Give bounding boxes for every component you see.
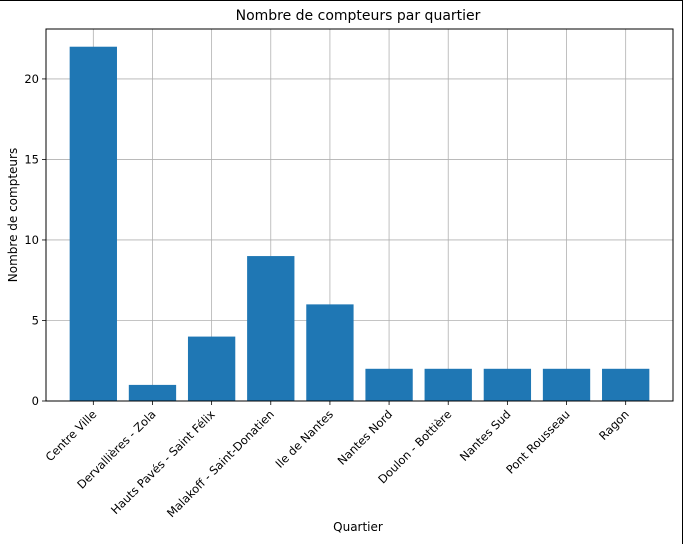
x-axis-label: Quartier — [333, 520, 383, 534]
y-tick-label: 15 — [24, 152, 39, 166]
bar — [365, 368, 413, 401]
y-axis-label: Nombre de compteurs — [6, 148, 20, 282]
grid-lines — [46, 29, 673, 402]
bar — [128, 384, 177, 401]
x-tick-label: Pont Rousseau — [503, 407, 572, 476]
y-tick-label: 5 — [32, 313, 39, 327]
x-tick-label: Centre Ville — [43, 407, 100, 464]
bar — [483, 368, 532, 401]
bar — [69, 46, 117, 401]
bar — [187, 336, 236, 401]
bar — [424, 368, 472, 401]
chart-title: Nombre de compteurs par quartier — [236, 8, 481, 24]
bar — [602, 368, 650, 401]
y-axis-ticks: 0 5 10 15 20 — [24, 72, 46, 408]
y-tick-label: 20 — [24, 72, 39, 86]
x-tick-label: Nantes Nord — [335, 407, 396, 468]
x-tick-label: Nantes Sud — [457, 407, 514, 464]
plot-area — [45, 28, 674, 402]
bars — [69, 46, 650, 401]
bar — [306, 304, 354, 401]
bar — [247, 256, 295, 401]
x-tick-label: Ragon — [596, 407, 632, 443]
y-tick-label: 10 — [24, 233, 39, 247]
x-tick-label: Malakoff - Saint-Donatien — [164, 407, 277, 520]
bar — [542, 368, 591, 401]
y-tick-label: 0 — [32, 394, 39, 408]
x-tick-label: Hauts Pavés - Saint Félix — [108, 407, 218, 517]
x-tick-label: Ile de Nantes — [272, 407, 336, 471]
